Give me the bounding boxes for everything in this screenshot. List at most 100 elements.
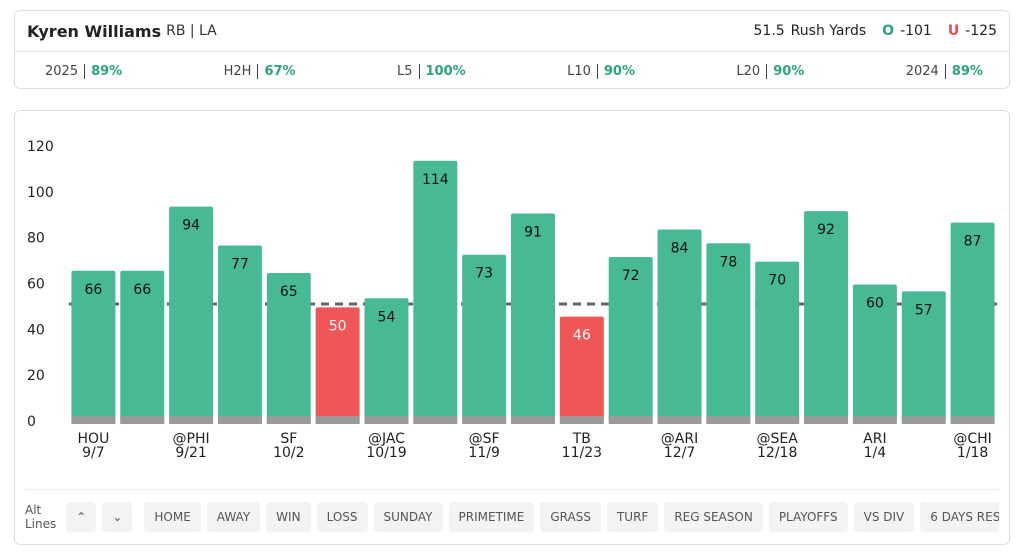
bar xyxy=(804,211,849,422)
x-tick-date: 11/23 xyxy=(562,445,602,461)
alt-down[interactable]: ⌄ xyxy=(102,502,133,532)
over-label[interactable]: O xyxy=(882,23,895,39)
bar-base xyxy=(266,416,311,424)
bar-base xyxy=(706,416,751,424)
bar-base xyxy=(364,416,409,424)
x-tick-date: 9/21 xyxy=(175,445,206,461)
value-label: 66 xyxy=(133,282,151,298)
value-label: 94 xyxy=(182,218,200,234)
filter-chip[interactable]: HOME xyxy=(144,502,201,532)
hit-rate-value: 89% xyxy=(91,63,123,79)
value-label: 78 xyxy=(719,254,737,270)
hit-rate[interactable]: 2024 89% xyxy=(905,63,983,79)
hit-rate-value: 89% xyxy=(951,63,983,79)
bar-base xyxy=(901,416,946,424)
position-team: RB | LA xyxy=(166,23,217,39)
alt-up[interactable]: ⌃ xyxy=(66,502,97,532)
filter-chip[interactable]: GRASS xyxy=(540,502,601,532)
bar-base xyxy=(71,416,116,424)
hit-rate-label: H2H xyxy=(223,63,259,79)
x-tick-date: 10/2 xyxy=(273,445,304,461)
filter-chip[interactable]: VS DIV xyxy=(853,502,915,532)
bar-base xyxy=(608,416,653,424)
hit-rate-label: 2024 xyxy=(905,63,946,79)
bar xyxy=(413,160,458,422)
x-tick-date: 1/4 xyxy=(864,445,887,461)
filter-chip[interactable]: PLAYOFFS xyxy=(768,502,848,532)
hit-rate[interactable]: L20 90% xyxy=(736,63,805,79)
y-tick-label: 20 xyxy=(27,368,45,384)
x-tick-date: 12/7 xyxy=(664,445,695,461)
filter-chip[interactable]: AWAY xyxy=(206,502,261,532)
bar-base xyxy=(755,416,800,424)
bar-base xyxy=(511,416,555,424)
value-label: 72 xyxy=(622,268,640,284)
filter-chip[interactable]: REG SEASON xyxy=(664,502,763,532)
hit-rate[interactable]: L10 90% xyxy=(567,63,635,79)
y-tick-label: 120 xyxy=(27,139,54,155)
prop-header: Kyren Williams RB | LA 51.5 Rush Yards O… xyxy=(15,11,1009,52)
x-tick-date: 9/7 xyxy=(82,445,105,461)
value-label: 91 xyxy=(524,224,542,240)
filter-chip[interactable]: LOSS xyxy=(316,502,368,532)
filter-chip[interactable]: PRIMETIME xyxy=(448,502,535,532)
bar-base xyxy=(657,416,702,424)
bar xyxy=(217,245,262,422)
bar-base xyxy=(804,416,849,424)
value-label: 65 xyxy=(280,284,298,300)
filter-chip[interactable]: SUNDAY xyxy=(373,502,443,532)
filter-chip[interactable]: TURF xyxy=(606,502,659,532)
bar xyxy=(511,213,555,422)
player-name: Kyren Williams xyxy=(27,21,162,41)
bar xyxy=(120,270,165,422)
hit-rate-value: 90% xyxy=(773,63,805,79)
x-tick-date: 10/19 xyxy=(366,445,406,461)
value-label: 54 xyxy=(378,309,396,325)
alt-lines-label: Alt Lines xyxy=(25,503,57,531)
x-tick-label: TB xyxy=(572,431,591,447)
hit-rate[interactable]: 2025 89% xyxy=(45,63,123,79)
value-label: 66 xyxy=(85,282,103,298)
value-label: 70 xyxy=(768,273,786,289)
bar-base xyxy=(120,416,165,424)
y-tick-label: 80 xyxy=(27,231,45,247)
hit-rate-label: L10 xyxy=(567,63,598,79)
hit-rate[interactable]: L5 100% xyxy=(396,63,466,79)
hit-rate-label: L20 xyxy=(736,63,768,79)
value-label: 77 xyxy=(231,257,249,273)
bar-base xyxy=(217,416,262,424)
bar xyxy=(608,257,653,422)
value-label: 92 xyxy=(817,222,835,238)
bar xyxy=(71,270,116,422)
x-tick-date: 12/18 xyxy=(757,445,797,461)
bar-base xyxy=(462,416,507,424)
filter-chip[interactable]: WIN xyxy=(266,502,311,532)
x-tick-label: @SEA xyxy=(757,431,799,447)
value-label: 87 xyxy=(964,234,982,250)
hit-rate[interactable]: H2H 67% xyxy=(223,63,296,79)
x-tick-label: SF xyxy=(280,431,297,447)
x-tick-label: @SF xyxy=(469,431,500,447)
x-tick-label: @JAC xyxy=(368,431,405,447)
x-tick-label: @CHI xyxy=(953,431,991,447)
hit-rate-value: 67% xyxy=(264,63,296,79)
bar xyxy=(950,222,995,422)
bar-base xyxy=(559,416,604,424)
filter-chip[interactable]: 6 DAYS REST xyxy=(920,502,999,532)
under-odds[interactable]: -125 xyxy=(965,23,997,39)
bar xyxy=(706,243,751,422)
x-tick-date: 11/9 xyxy=(468,445,499,461)
chart-card: 0 20 40 60 80 100 120 HOU 9/7 @PHI 9/21 SF 10/2 @JAC 1… xyxy=(14,110,1010,545)
over-odds[interactable]: -101 xyxy=(900,23,932,39)
value-label: 46 xyxy=(573,328,591,344)
bar-base xyxy=(169,416,214,424)
y-tick-label: 100 xyxy=(27,185,54,201)
chart: 020406080100120HOU9/7@PHI9/21SF10/2@JAC1… xyxy=(27,139,997,461)
bar xyxy=(462,254,507,422)
value-label: 60 xyxy=(866,296,884,312)
hit-rates: 2025 89% H2H 67% L5 100% L10 90% L20 90% 2024 89% xyxy=(15,52,1009,90)
bar xyxy=(852,284,897,422)
under-label[interactable]: U xyxy=(947,23,960,39)
bar xyxy=(266,273,311,422)
